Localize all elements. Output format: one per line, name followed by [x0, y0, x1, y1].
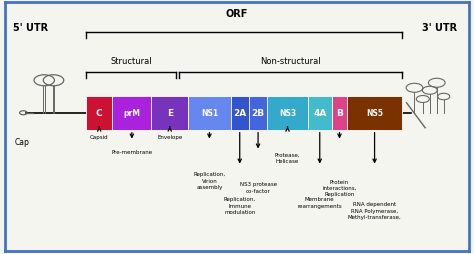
Text: Capsid: Capsid: [90, 134, 109, 139]
Bar: [86, 96, 112, 130]
Text: Membrane
rearrangements: Membrane rearrangements: [298, 197, 342, 208]
Bar: [347, 96, 402, 130]
Text: C: C: [96, 109, 102, 118]
Text: Protease,
Helicase: Protease, Helicase: [275, 152, 301, 163]
Text: E: E: [167, 109, 173, 118]
Text: RNA dependent
RNA Polymerase,
Methyl-transferase,: RNA dependent RNA Polymerase, Methyl-tra…: [348, 202, 401, 219]
Text: 3' UTR: 3' UTR: [421, 22, 456, 33]
Bar: [151, 96, 188, 130]
Bar: [188, 96, 230, 130]
Text: Replication,
Immune
modulation: Replication, Immune modulation: [224, 197, 256, 214]
Bar: [332, 96, 347, 130]
Text: NS3: NS3: [279, 109, 296, 118]
Text: Protein
interactions,
Replication: Protein interactions, Replication: [322, 179, 357, 197]
Text: Replication,
Virion
assembly: Replication, Virion assembly: [193, 172, 226, 189]
Bar: [230, 96, 249, 130]
Text: Envelope: Envelope: [157, 134, 182, 139]
Text: 5' UTR: 5' UTR: [13, 22, 48, 33]
Text: 2B: 2B: [252, 109, 264, 118]
Text: prM: prM: [123, 109, 140, 118]
Text: NS1: NS1: [201, 109, 218, 118]
Text: B: B: [336, 109, 343, 118]
Bar: [308, 96, 332, 130]
Bar: [267, 96, 308, 130]
Text: Pre-membrane: Pre-membrane: [111, 149, 153, 154]
Text: 4A: 4A: [313, 109, 327, 118]
Text: Non-structural: Non-structural: [260, 57, 321, 66]
Text: Cap: Cap: [15, 137, 30, 146]
Text: ORF: ORF: [226, 9, 248, 19]
Text: 2A: 2A: [233, 109, 246, 118]
Text: NS3 protease
co-factor: NS3 protease co-factor: [239, 182, 277, 193]
Text: Structural: Structural: [110, 57, 152, 66]
Bar: [112, 96, 151, 130]
Bar: [249, 96, 267, 130]
Text: NS5: NS5: [366, 109, 383, 118]
